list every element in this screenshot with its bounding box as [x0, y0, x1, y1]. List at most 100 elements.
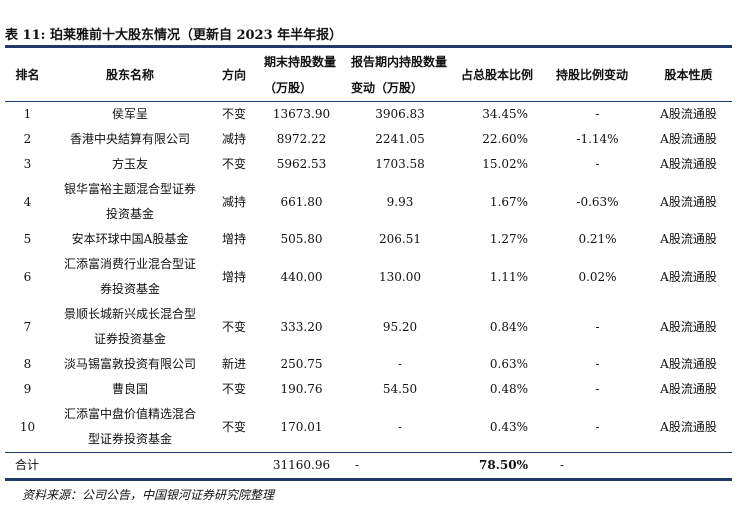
shareholder-table: 排名 股东名称 方向 期末持股数量（万股） 报告期内持股数量变动（万股） 占总股本比例 持股… — [5, 45, 732, 481]
table-cell: - — [595, 319, 600, 334]
table-cell: 7 — [23, 319, 32, 334]
table-cell: 8972.22 — [276, 132, 327, 146]
table-cell: 1703.58 — [375, 157, 425, 171]
table-cell: 新进 — [221, 357, 246, 371]
table-cell: -1.14% — [576, 132, 619, 146]
table-row: 8 淡马锡富敦投资有限公司 新进 250.75 - 0.63% - A股流通股 — [5, 352, 732, 377]
table-cell: 0.21% — [578, 232, 617, 246]
table-cell: A股流通股 — [660, 269, 717, 284]
table-cell: 不变 — [221, 157, 246, 171]
table-cell: A股流通股 — [660, 232, 717, 246]
table-cell: 1.11% — [489, 269, 528, 284]
table-cell: 190.76 — [280, 382, 323, 396]
table-cell: - — [595, 419, 600, 434]
table-cell: - — [595, 107, 600, 121]
table-cell: 2 — [23, 132, 32, 146]
table-cell: - — [595, 357, 600, 371]
table-cell: 增持 — [221, 232, 246, 246]
header-cell: 股东名称 — [50, 45, 210, 102]
table-cell: A股流通股 — [660, 357, 717, 371]
table-cell: 0.43% — [489, 419, 528, 434]
header-cell: 排名 — [5, 45, 50, 102]
table-cell: 661.80 — [280, 194, 323, 209]
total-row: 合计 31160.96-78.50% - — [5, 452, 732, 481]
table-cell: 333.20 — [280, 319, 323, 334]
table-cell: 130.00 — [379, 269, 421, 284]
table-cell: A股流通股 — [660, 194, 717, 209]
table-row: 3 方玉友 不变 5962.53 1703.58 15.02% - A股流通股 — [5, 152, 732, 177]
table-cell: 汇添富中盘价值精选混合型证券投资基金 — [64, 407, 197, 446]
table-cell: 不变 — [221, 107, 246, 121]
table-body: 1 侯军呈 不变 13673.90 3906.83 34.45% - A股流通股 2 香港中央結算… — [5, 102, 732, 481]
header-row: 排名 股东名称 方向 期末持股数量（万股） 报告期内持股数量变动（万股） 占总股本比例 持股… — [5, 45, 732, 102]
table-cell: 0.63% — [489, 357, 528, 371]
table-row: 9 曹良国 不变 190.76 54.50 0.48% - A股流通股 — [5, 377, 732, 402]
table-cell: 78.50% — [455, 452, 550, 481]
table-cell: 206.51 — [379, 232, 421, 246]
table-cell: 3906.83 — [375, 107, 425, 121]
table-cell: 54.50 — [382, 382, 418, 396]
table-cell: A股流通股 — [660, 157, 717, 171]
header-cell: 报告期内持股数量变动（万股） — [345, 45, 455, 102]
table-cell: 1.67% — [489, 194, 528, 209]
table-cell: - — [595, 382, 600, 396]
table-cell: 汇添富消费行业混合型证券投资基金 — [64, 257, 197, 296]
table-cell: - — [595, 157, 600, 171]
table-row: 4 银华富裕主题混合型证券投资基金 减持 661.80 9.93 1.67% -0.63% A… — [5, 177, 732, 227]
header-cell: 期末持股数量（万股） — [258, 45, 345, 102]
table-row: 10 汇添富中盘价值精选混合型证券投资基金 不变 170.01 - 0.43% - A股流通股 — [5, 402, 732, 453]
table-cell: A股流通股 — [660, 107, 717, 121]
table-cell: 2241.05 — [375, 132, 425, 146]
table-cell: 13673.90 — [272, 107, 331, 121]
table-cell: 香港中央結算有限公司 — [69, 132, 190, 146]
table-cell: 不变 — [221, 419, 246, 434]
table-cell — [645, 452, 732, 481]
table-cell: 0.84% — [489, 319, 528, 334]
table-cell: -0.63% — [576, 194, 619, 209]
table-row: 2 香港中央結算有限公司 减持 8972.22 2241.05 22.60% -1.14% A… — [5, 127, 732, 152]
table-cell: 10 — [19, 419, 36, 434]
table-cell: 250.75 — [280, 357, 323, 371]
table-cell: 减持 — [221, 194, 246, 209]
table-cell: 不变 — [221, 319, 246, 334]
table-cell: 505.80 — [280, 232, 323, 246]
table-cell: 增持 — [221, 269, 246, 284]
table-cell: 景顺长城新兴成长混合型证券投资基金 — [64, 307, 197, 346]
header-cell: 股本性质 — [645, 45, 732, 102]
table-row: 1 侯军呈 不变 13673.90 3906.83 34.45% - A股流通股 — [5, 102, 732, 128]
table-cell: 0.02% — [578, 269, 617, 284]
table-cell: 440.00 — [280, 269, 323, 284]
table-row: 7 景顺长城新兴成长混合型证券投资基金 不变 333.20 95.20 0.84% - A股流… — [5, 302, 732, 352]
header-cell: 持股比例变动 — [550, 45, 645, 102]
table-cell: 9 — [23, 382, 32, 396]
table-cell: 4 — [23, 194, 32, 209]
table-cell: 9.93 — [386, 194, 414, 209]
table-cell: 3 — [23, 157, 32, 171]
table-cell: 合计 — [5, 452, 50, 481]
table-caption: 表 11: 珀莱雅前十大股东情况（更新自 2023 年半年报） — [5, 28, 343, 43]
table-cell: 1 — [23, 107, 32, 121]
table-cell: 减持 — [221, 132, 246, 146]
source-note: 资料来源：公司公告，中国银河证券研究院整理 — [22, 488, 275, 502]
table-cell: - — [397, 419, 403, 434]
table-cell: 不变 — [221, 382, 246, 396]
table-cell: - — [397, 357, 403, 371]
table-cell — [50, 452, 210, 481]
table-cell: A股流通股 — [660, 319, 717, 334]
table-cell: 淡马锡富敦投资有限公司 — [64, 357, 197, 371]
table-cell: 22.60% — [482, 132, 528, 146]
table-cell: 8 — [23, 357, 32, 371]
table-row: 6 汇添富消费行业混合型证券投资基金 增持 440.00 130.00 1.11% 0.02… — [5, 252, 732, 302]
table-row: 5 安本环球中国A股基金 增持 505.80 206.51 1.27% 0.21% A股流通股 — [5, 227, 732, 252]
table-cell — [210, 452, 258, 481]
table-cell: 方玉友 — [111, 157, 148, 171]
table-cell: 95.20 — [382, 319, 418, 334]
table-cell: 15.02% — [482, 157, 528, 171]
table-cell: 5962.53 — [276, 157, 327, 171]
table-cell: 侯军呈 — [111, 107, 148, 121]
table-cell: 曹良国 — [111, 382, 148, 396]
table-cell: 170.01 — [280, 419, 323, 434]
table-cell: - — [550, 452, 645, 481]
table-cell: A股流通股 — [660, 382, 717, 396]
